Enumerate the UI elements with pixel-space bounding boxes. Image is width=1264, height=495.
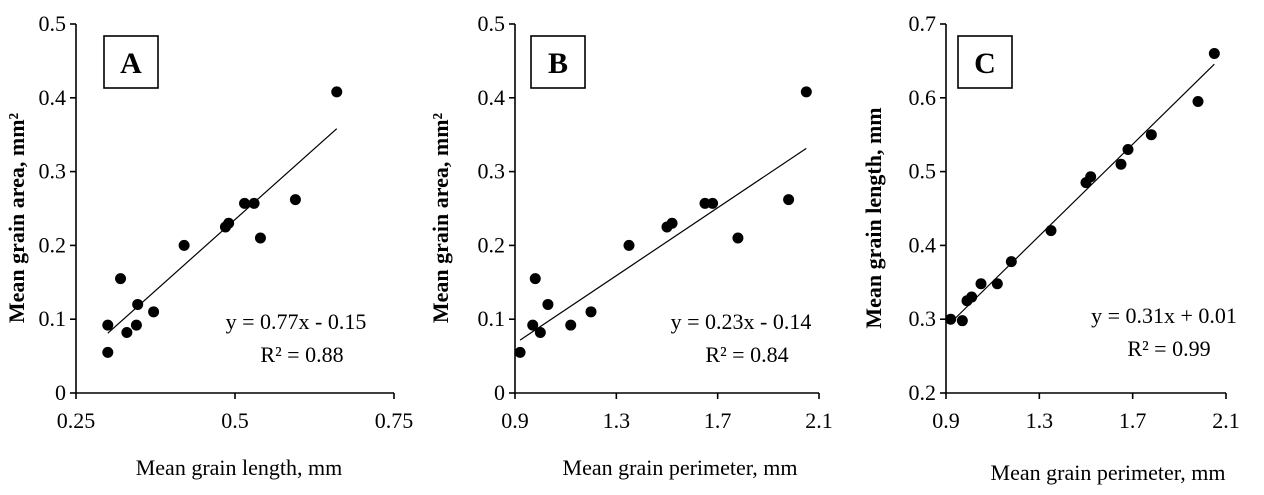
x-tick-label: 0.75 [375,408,414,433]
y-tick-label: 0.3 [39,159,67,184]
y-tick-label: 0.5 [478,11,506,36]
y-tick-label: 0.5 [909,159,937,184]
r-squared-label: R² = 0.88 [260,342,343,367]
x-tick-label: 0.9 [501,408,529,433]
data-point [223,217,235,229]
data-point [527,319,539,331]
data-point [529,273,541,285]
data-point [534,326,546,338]
y-tick-label: 0.2 [478,232,506,257]
y-tick-label: 0.6 [909,85,937,110]
y-tick-label: 0.1 [39,306,67,331]
data-point [239,197,251,209]
data-point [121,326,133,338]
data-point [248,197,260,209]
data-point [623,239,635,251]
x-tick-label: 0.5 [221,408,249,433]
y-tick-label: 0.3 [909,306,937,331]
data-point [102,319,114,331]
y-tick-label: 0 [55,380,66,405]
y-tick-label: 0.2 [909,380,937,405]
x-axis-label: Mean grain length, mm [136,455,343,480]
data-point [1115,158,1127,170]
data-point [514,346,526,358]
panel-label: C [974,47,996,80]
y-tick-label: 0.2 [39,232,67,257]
data-point [707,197,719,209]
panel-label-box [957,35,1013,89]
y-tick-label: 0.4 [39,85,67,110]
panel-label: A [120,47,142,80]
data-point [966,291,978,303]
data-point [975,278,987,290]
regression-equation: y = 0.23x - 0.14 [671,309,812,334]
regression-line [519,147,807,341]
chart-panel-c: Mean grain length, mm Mean grain perimet… [861,11,1240,485]
y-tick-label: 0.4 [478,85,506,110]
data-point [331,86,343,98]
y-tick-label: 0.7 [909,11,937,36]
x-tick-label: 2.1 [1212,408,1240,433]
data-point [1045,225,1057,237]
data-point [115,273,127,285]
data-point [1005,256,1017,268]
data-point [1208,48,1220,60]
data-point [991,278,1003,290]
y-axis-label: Mean grain length, mm [861,107,886,328]
y-tick-label: 0.4 [909,232,937,257]
y-tick-label: 0 [494,380,505,405]
panel-label-box [530,35,586,89]
y-axis-label: Mean grain area, mm² [4,112,29,323]
data-point [178,239,190,251]
data-point [132,298,144,310]
data-point [585,306,597,318]
x-tick-label: 0.9 [932,408,960,433]
x-tick-label: 1.7 [704,408,732,433]
data-point [542,298,554,310]
data-point [102,346,114,358]
data-point [945,313,957,325]
r-squared-label: R² = 0.84 [705,342,788,367]
data-point [1085,171,1097,183]
panel-label: B [548,47,568,80]
data-point [254,232,266,244]
x-tick-label: 2.1 [805,408,833,433]
data-point [565,319,577,331]
y-tick-label: 0.3 [478,159,506,184]
data-point [148,306,160,318]
regression-equation: y = 0.31x + 0.01 [1091,303,1237,328]
x-tick-label: 1.3 [1026,408,1054,433]
data-point [783,194,795,206]
panel-label-box [103,35,159,89]
x-axis-label: Mean grain perimeter, mm [563,455,798,480]
data-point [956,315,968,327]
data-point [1122,143,1134,155]
data-point [699,197,711,209]
r-squared-label: R² = 0.99 [1127,336,1210,361]
data-point [1192,95,1204,107]
regression-equation: y = 0.77x - 0.15 [226,309,367,334]
y-tick-label: 0.5 [39,11,67,36]
x-axis-label: Mean grain perimeter, mm [991,460,1226,485]
data-point [1145,129,1157,141]
x-tick-label: 1.3 [603,408,631,433]
data-point [732,232,744,244]
x-tick-label: 1.7 [1119,408,1147,433]
chart-panel-a: Mean grain area, mm² Mean grain length, … [4,11,413,480]
chart-panel-b: Mean grain area, mm² Mean grain perimete… [428,11,833,480]
regression-line [950,63,1215,324]
y-axis-label: Mean grain area, mm² [428,112,453,323]
y-tick-label: 0.1 [478,306,506,331]
data-point [800,86,812,98]
data-point [130,319,142,331]
x-tick-label: 0.25 [57,408,96,433]
data-point [666,217,678,229]
data-point [289,194,301,206]
